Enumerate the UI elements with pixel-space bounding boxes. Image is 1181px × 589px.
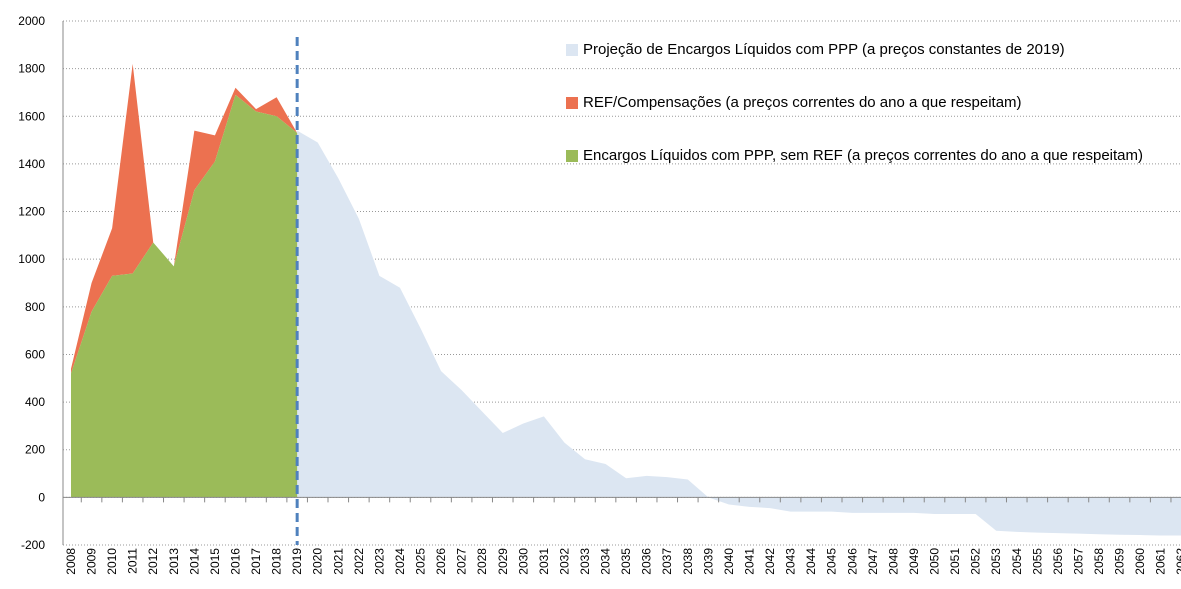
ref-area: [71, 63, 298, 374]
y-tick-label: 200: [25, 443, 45, 457]
x-tick-label: 2044: [804, 548, 818, 575]
base-area: [71, 94, 298, 498]
x-tick-label: 2024: [393, 548, 407, 575]
legend-swatch: [566, 150, 578, 162]
x-tick-label: 2023: [372, 548, 386, 575]
x-tick-label: 2043: [784, 548, 798, 575]
x-tick-label: 2021: [331, 548, 345, 575]
legend-item: Projeção de Encargos Líquidos com PPP (a…: [566, 38, 1146, 62]
x-tick-label: 2047: [866, 548, 880, 575]
x-tick-label: 2051: [948, 548, 962, 575]
x-tick-label: 2036: [640, 548, 654, 575]
x-tick-label: 2046: [845, 548, 859, 575]
x-tick-label: 2045: [825, 548, 839, 575]
x-tick-label: 2022: [352, 548, 366, 575]
y-tick-label: 800: [25, 300, 45, 314]
x-tick-label: 2031: [537, 548, 551, 575]
x-tick-label: 2058: [1092, 548, 1106, 575]
legend-label: REF/Compensações (a preços correntes do …: [583, 94, 1022, 111]
y-tick-label: 0: [38, 490, 45, 504]
y-tick-label: 600: [25, 347, 45, 361]
x-tick-label: 2035: [619, 548, 633, 575]
x-tick-label: 2029: [496, 548, 510, 575]
x-tick-label: 2032: [557, 548, 571, 575]
x-tick-label: 2020: [311, 548, 325, 575]
x-tick-label: 2050: [928, 548, 942, 575]
x-tick-label: 2012: [146, 548, 160, 575]
x-tick-label: 2034: [599, 548, 613, 575]
x-tick-label: 2042: [763, 548, 777, 575]
y-tick-label: 400: [25, 395, 45, 409]
x-tick-label: 2049: [907, 548, 921, 575]
legend: Projeção de Encargos Líquidos com PPP (a…: [566, 38, 1146, 197]
x-tick-label: 2033: [578, 548, 592, 575]
x-tick-label: 2008: [64, 548, 78, 575]
x-tick-label: 2059: [1113, 548, 1127, 575]
x-tick-label: 2015: [208, 548, 222, 575]
x-tick-label: 2061: [1154, 548, 1168, 575]
legend-label: Encargos Líquidos com PPP, sem REF (a pr…: [583, 147, 1144, 164]
x-tick-label: 2011: [126, 548, 140, 574]
x-tick-label: 2017: [249, 548, 263, 575]
x-tick-label: 2057: [1071, 548, 1085, 575]
x-tick-label: 2030: [516, 548, 530, 575]
x-tick-label: 2026: [434, 548, 448, 575]
x-tick-label: 2028: [475, 548, 489, 575]
x-tick-label: 2041: [742, 548, 756, 575]
x-tick-label: 2056: [1051, 548, 1065, 575]
x-tick-label: 2027: [455, 548, 469, 575]
x-tick-label: 2048: [886, 548, 900, 575]
x-tick-label: 2038: [681, 548, 695, 575]
x-tick-label: 2037: [660, 548, 674, 575]
x-tick-label: 2040: [722, 548, 736, 575]
y-tick-label: 1600: [18, 109, 45, 123]
x-tick-label: 2025: [414, 548, 428, 575]
legend-label: Projeção de Encargos Líquidos com PPP (a…: [583, 41, 1065, 58]
projection-area: [297, 130, 1181, 536]
x-tick-label: 2014: [187, 548, 201, 575]
x-tick-label: 2013: [167, 548, 181, 575]
x-tick-label: 2039: [701, 548, 715, 575]
y-tick-label: 1400: [18, 157, 45, 171]
x-tick-label: 2053: [989, 548, 1003, 575]
x-tick-label: 2019: [290, 548, 304, 575]
x-tick-label: 2009: [85, 548, 99, 575]
x-tick-label: 2010: [105, 548, 119, 575]
y-tick-label: -200: [21, 538, 45, 552]
x-tick-label: 2016: [228, 548, 242, 575]
x-tick-label: 2062: [1174, 548, 1181, 575]
legend-item: REF/Compensações (a preços correntes do …: [566, 91, 1146, 115]
x-tick-label: 2018: [270, 548, 284, 575]
x-tick-label: 2052: [969, 548, 983, 575]
y-tick-label: 1800: [18, 62, 45, 76]
y-tick-label: 1000: [18, 252, 45, 266]
x-tick-label: 2054: [1010, 548, 1024, 575]
legend-swatch: [566, 97, 578, 109]
y-tick-label: 1200: [18, 205, 45, 219]
y-tick-label: 2000: [18, 14, 45, 28]
x-tick-label: 2060: [1133, 548, 1147, 575]
legend-item: Encargos Líquidos com PPP, sem REF (a pr…: [566, 144, 1146, 168]
x-tick-label: 2055: [1030, 548, 1044, 575]
legend-swatch: [566, 44, 578, 56]
